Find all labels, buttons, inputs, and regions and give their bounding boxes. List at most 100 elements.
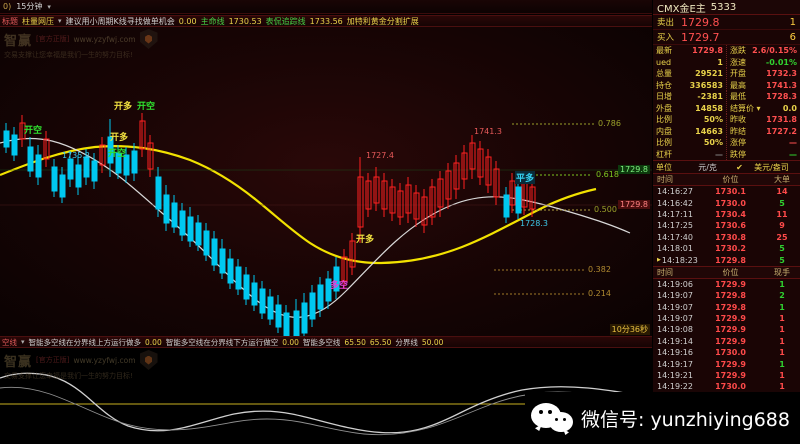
bigorder-size: 11 xyxy=(776,209,788,219)
signal-open-long: 开多 xyxy=(114,102,133,112)
quote-stat-key: 外盘 xyxy=(656,103,672,113)
quote-stat-value: 29521 xyxy=(695,69,723,79)
quote-stat-key: 总量 xyxy=(656,69,672,79)
tick-row[interactable]: 14:19:07 1729.8 2 xyxy=(653,290,800,301)
tick-row[interactable]: 14:19:06 1729.9 1 xyxy=(653,279,800,290)
tick-price: 1729.8 xyxy=(715,302,746,312)
signal-open-short: 开空 xyxy=(24,126,43,136)
quote-stat-key: 跌停 xyxy=(730,149,746,159)
sub-line-value-b: 65.50 xyxy=(369,337,392,347)
tick-row[interactable]: 14:19:21 1729.9 1 xyxy=(653,370,800,381)
signal-open-short: 开空 xyxy=(108,149,127,159)
quote-stat-value: 0.0 xyxy=(782,103,797,113)
tick-price: 1730.0 xyxy=(715,382,746,392)
sub-indicator-bar[interactable]: 空线 ▾ 智能多空线在分界线上方运行做多 0.00 智能多空线在分界线下方运行做… xyxy=(0,336,652,348)
tick-size: 2 xyxy=(779,291,785,301)
indicator-name[interactable]: 柱量网压 xyxy=(22,16,54,26)
bigorder-row[interactable]: 14:17:11 1730.4 11 xyxy=(653,209,800,220)
tick-price: 1730.0 xyxy=(715,348,746,358)
tick-row[interactable]: 14:19:07 1729.8 1 xyxy=(653,302,800,313)
quote-stat-cell: ued 1 xyxy=(653,58,726,67)
tick-size: 1 xyxy=(779,348,785,358)
tick-row[interactable]: 14:19:14 1729.9 1 xyxy=(653,336,800,347)
ask-label: 卖出 xyxy=(657,18,675,28)
bigorder-price: 1730.8 xyxy=(715,232,746,242)
tick-price: 1729.9 xyxy=(715,314,746,324)
contract-code-label: 0) xyxy=(3,2,12,11)
tick-row[interactable]: 14:19:07 1729.9 1 xyxy=(653,313,800,324)
tick-row[interactable]: 14:19:08 1729.9 1 xyxy=(653,324,800,335)
quote-stat-value: -0.01% xyxy=(765,57,797,67)
chevron-down-icon[interactable]: ▾ xyxy=(21,338,25,346)
contract-name: CMX金E主 xyxy=(657,3,706,15)
oscillator-line xyxy=(0,372,652,434)
bigorder-row[interactable]: 14:16:27 1730.1 14 xyxy=(653,186,800,197)
bigorder-size: 9 xyxy=(779,221,785,231)
unit-selector[interactable]: 单位 元/克 ✔ 美元/盎司 xyxy=(653,161,800,174)
quote-stat-value: 1732.3 xyxy=(766,69,797,79)
quote-stat-value: — xyxy=(789,138,797,148)
quote-stat-row: 内盘 14663 昨结 1727.2 xyxy=(653,125,800,138)
bigorder-time: 14:17:25 xyxy=(657,221,693,231)
quote-stat-cell: 比例 50% xyxy=(653,137,726,148)
tick-time: 14:19:17 xyxy=(657,359,693,369)
bigorder-row[interactable]: 14:18:23 1729.8 5 xyxy=(653,254,800,265)
tick-price: 1729.8 xyxy=(715,291,746,301)
wechat-icon xyxy=(531,401,575,435)
bigorder-price: 1730.1 xyxy=(715,187,746,197)
quote-stat-cell: 昨收 1731.8 xyxy=(726,114,800,126)
tick-time: 14:19:22 xyxy=(657,382,693,392)
bigorders-table[interactable]: 14:16:27 1730.1 14 14:16:42 1730.0 5 14:17:11 1… xyxy=(653,186,800,267)
quote-stat-cell: 涨速 -0.01% xyxy=(726,56,800,68)
tick-row[interactable]: 14:19:17 1729.9 1 xyxy=(653,358,800,369)
price-chart[interactable]: 1735.2 1706.2 1727.4 1741.3 1728.3 开空 开空… xyxy=(0,27,652,336)
chart-toolbar[interactable]: 0) 15分钟 ▾ xyxy=(0,0,652,14)
tick-size: 1 xyxy=(779,302,785,312)
signal-open-short: 开空 xyxy=(137,102,156,112)
main-indicator-bar[interactable]: 标题 柱量网压 ▾ 建议用小周期K线寻找做单机会 0.00 主命线 1730.5… xyxy=(0,15,652,27)
quote-stat-value: 336583 xyxy=(689,80,723,90)
ma-yellow-line xyxy=(0,145,597,265)
bigorder-row[interactable]: 14:18:01 1730.2 5 xyxy=(653,243,800,254)
tick-time: 14:19:07 xyxy=(657,314,693,324)
bigorders-header: 时间 价位 大单 xyxy=(653,174,800,186)
quote-stat-row: ued 1 涨速 -0.01% xyxy=(653,56,800,69)
quote-stat-value: 2.6/0.15% xyxy=(752,46,797,56)
main-line-value: 1730.53 xyxy=(228,16,262,26)
quote-stat-value: — xyxy=(715,149,723,159)
quote-stat-key: 开盘 xyxy=(730,69,746,79)
unit-option-cny[interactable]: 元/克 xyxy=(698,162,717,172)
quote-stats-grid: 最新 1729.8 涨跌 2.6/0.15% ued 1 涨速 -0.01% 总量 29521 开盘… xyxy=(653,45,800,161)
bigorder-row[interactable]: 14:16:42 1730.0 5 xyxy=(653,197,800,208)
quote-stat-cell: 总量 29521 xyxy=(653,68,726,79)
bigorder-time: 14:17:40 xyxy=(657,232,693,242)
chevron-down-icon[interactable]: ▾ xyxy=(58,17,62,25)
quote-stat-value: 1741.3 xyxy=(766,80,797,90)
tick-row[interactable]: 14:19:22 1730.0 1 xyxy=(653,381,800,392)
contract-code: 5333 xyxy=(710,1,737,13)
fib-label-0382: 0.382 xyxy=(588,265,611,274)
fib-label-0500: 0.500 xyxy=(594,205,617,214)
contract-header[interactable]: CMX金E主 5333 xyxy=(653,0,800,15)
bigorders-col-price: 价位 xyxy=(722,175,739,184)
signal-long-short: 多空 xyxy=(330,281,349,291)
sub-rule-short-value: 0.00 xyxy=(282,337,299,347)
quote-stat-key: 比例 xyxy=(656,115,672,125)
tick-size: 1 xyxy=(779,336,785,346)
bigorder-row[interactable]: 14:17:40 1730.8 25 xyxy=(653,232,800,243)
signal-open-long: 开多 xyxy=(110,133,129,143)
quote-stat-key: 最低 xyxy=(730,92,746,102)
tick-row[interactable]: 14:19:16 1730.0 1 xyxy=(653,347,800,358)
period-label[interactable]: 15分钟 xyxy=(16,2,43,11)
bigorder-time: 14:17:11 xyxy=(657,209,693,219)
quote-stat-value: 14858 xyxy=(695,103,723,113)
bid-quantity: 6 xyxy=(789,31,796,43)
sub-indicator-name[interactable]: 空线 xyxy=(2,337,17,347)
bigorder-row[interactable]: 14:17:25 1730.6 9 xyxy=(653,220,800,231)
unit-option-usd[interactable]: 美元/盎司 xyxy=(754,162,789,172)
quote-stat-key: 最新 xyxy=(656,46,672,56)
chevron-down-icon[interactable]: ▾ xyxy=(47,2,51,11)
quote-stat-key: 比例 xyxy=(656,138,672,148)
quote-stat-cell: 最新 1729.8 xyxy=(653,45,726,56)
